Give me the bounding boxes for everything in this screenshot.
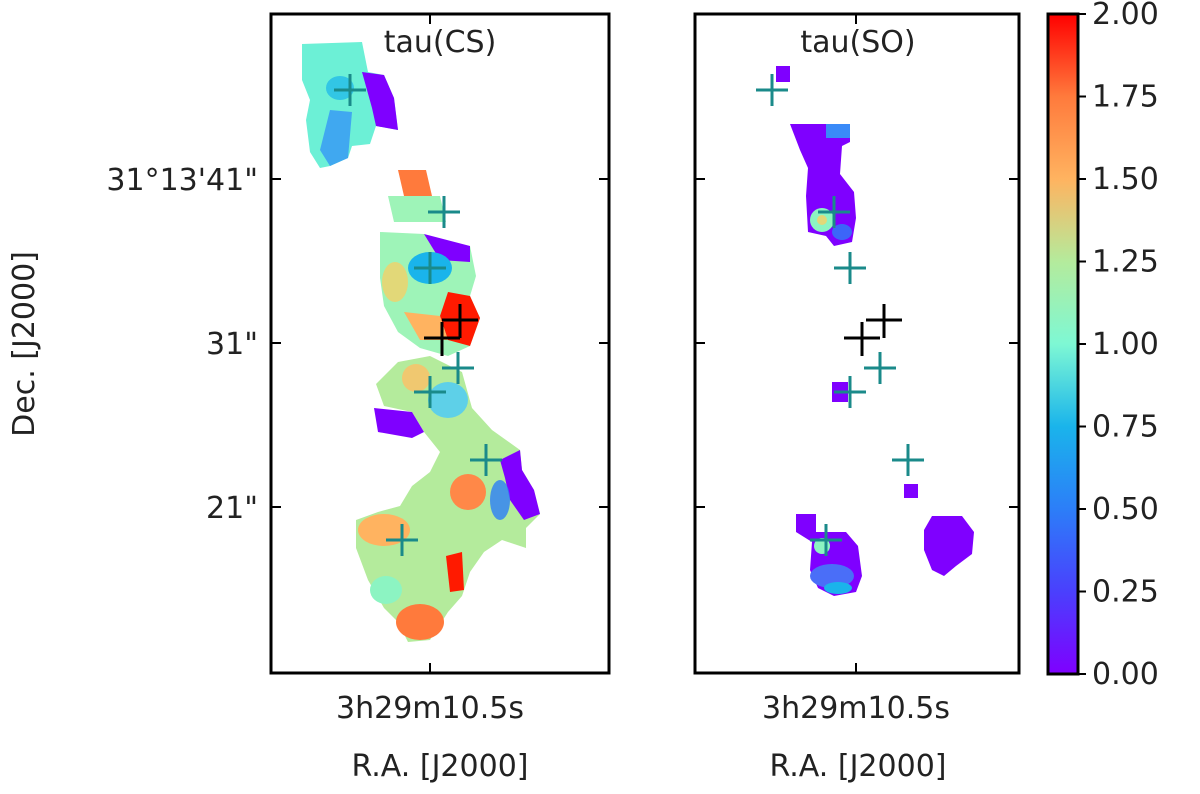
so-marker-teal [834,376,866,408]
cs-neck-green [388,196,446,222]
colorbar-tick-label: 0.00 [1092,657,1159,692]
colorbar-tick-label: 1.75 [1092,80,1159,115]
colorbar-tick-label: 0.25 [1092,575,1159,610]
colorbar-gradient [1048,14,1078,674]
cs-panel: tau(CS) 31°13'41" 31" 21" 3h29m10.5s R.A… [7,12,611,784]
colorbar-ticks: 0.00 0.25 0.50 0.75 1.00 1.25 1.50 1.75 2.00 [1078,0,1159,692]
so-marker-teal [864,352,896,384]
so-xlabel: R.A. [J2000] [770,749,947,784]
colorbar-tick-label: 2.00 [1092,0,1159,32]
cs-marker-teal [442,352,474,384]
cs-central-purple [424,234,470,262]
cs-marker-teal [470,444,502,476]
cs-neck-orange [398,170,432,196]
so-marker-teal [818,196,850,228]
so-upper-clump [790,124,856,246]
so-markers [756,74,924,556]
cs-lower-body [356,356,540,642]
cs-ytick-label: 31" [206,327,258,362]
cs-north-blue [320,110,352,166]
cs-marker-teal [414,376,446,408]
so-marker-teal [756,74,788,106]
so-marker-teal [834,252,866,284]
cs-central-yellow [382,262,408,302]
so-small-clump [776,66,790,82]
so-panel-title: tau(SO) [800,25,915,60]
cs-north-purple [362,72,398,130]
so-marker-black [866,304,902,338]
colorbar-tick-label: 0.75 [1092,410,1159,445]
colorbar-tick-label: 1.00 [1092,327,1159,362]
colorbar: 0.00 0.25 0.50 0.75 1.00 1.25 1.50 1.75 2.00 [1046,0,1159,692]
cs-marker-black [424,322,460,356]
cs-heatmap [302,42,540,642]
colorbar-tick-label: 1.50 [1092,162,1159,197]
so-heatmap [776,66,974,596]
cs-marker-teal [334,74,366,106]
cs-lower-red [446,552,464,592]
cs-marker-teal [414,252,446,284]
cs-marker-black [442,304,478,338]
so-marker-teal [892,444,924,476]
cs-lower-purple-notch [374,408,424,438]
so-xtick-label: 3h29m10.5s [762,691,950,726]
cs-xlabel: R.A. [J2000] [352,749,529,784]
so-marker-teal [810,524,842,556]
so-lower-right-clump [924,516,974,576]
cs-xtick-label: 3h29m10.5s [336,691,524,726]
colorbar-tick-label: 1.25 [1092,245,1159,280]
cs-markers [334,74,502,556]
cs-marker-teal [428,196,460,228]
cs-panel-title: tau(CS) [384,25,497,60]
so-marker-black [844,322,880,356]
cs-ytick-label: 21" [206,491,258,526]
cs-ytick-label: 31°13'41" [106,163,258,198]
so-right-tiny [904,484,918,498]
so-panel: tau(SO) 3h29m10.5s R.A. [J2000] [693,12,1021,784]
cs-marker-teal [386,524,418,556]
colorbar-tick-label: 0.50 [1092,492,1159,527]
cs-ylabel: Dec. [J2000] [7,251,42,437]
